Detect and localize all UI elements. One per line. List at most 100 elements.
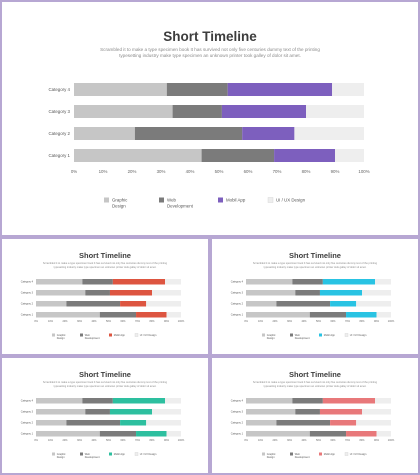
x-tick-label: 10% (48, 439, 54, 442)
legend-label: UI / UX Design (140, 334, 157, 337)
legend-swatch (134, 452, 139, 456)
slide-title: Short Timeline (289, 370, 341, 379)
category-label: Category 3 (21, 292, 34, 295)
bar-segment (109, 409, 152, 415)
x-tick-label: 20% (272, 439, 278, 442)
bar-segment (309, 312, 347, 318)
bar-segment (322, 279, 376, 285)
x-tick-label: 100% (358, 169, 369, 174)
legend-label: Graphic Design (57, 453, 67, 459)
bar-segment (274, 149, 335, 162)
bar-segment (74, 149, 202, 162)
category-label: Category 1 (21, 314, 34, 317)
bar-segment (276, 420, 331, 426)
bar-segment (166, 83, 228, 96)
bar-segment (36, 312, 100, 318)
bar-segment (295, 290, 320, 296)
x-tick-label: 0% (34, 439, 38, 442)
x-tick-label: 100% (388, 320, 395, 323)
legend-swatch (319, 452, 322, 456)
category-label: Category 3 (231, 292, 244, 295)
slide-title: Short Timeline (163, 29, 257, 44)
bar-segment (330, 420, 357, 426)
bar-segment (66, 420, 121, 426)
bar-segment (362, 290, 391, 296)
category-label: Category 4 (231, 400, 244, 403)
legend-label: Web Development (295, 334, 310, 340)
x-tick-label: 10% (48, 320, 54, 323)
x-tick-label: 100% (178, 320, 185, 323)
bar-segment (136, 312, 167, 318)
bar-segment (309, 431, 347, 437)
legend-swatch (134, 333, 139, 337)
x-tick-label: 10% (99, 169, 108, 174)
slide-subtitle: Scrambled it to make a type specimen boo… (42, 262, 168, 269)
slide-main: Short Timeline Scrambled it to make a ty… (2, 2, 418, 235)
bar-segment (36, 279, 83, 285)
category-label: Category 3 (49, 109, 71, 114)
legend-label: UI / UX Design (350, 453, 367, 456)
bar-segment (99, 431, 137, 437)
bar-segment (152, 409, 181, 415)
bar-segment (295, 409, 320, 415)
x-tick-label: 40% (301, 439, 307, 442)
legend-swatch (80, 452, 83, 456)
bar-segment (112, 279, 166, 285)
legend-label: Graphic Design (112, 198, 128, 209)
bar-segment (120, 420, 147, 426)
x-tick-label: 60% (330, 439, 336, 442)
x-tick-label: 40% (91, 439, 97, 442)
x-tick-label: 70% (345, 320, 351, 323)
legend-swatch (159, 197, 164, 203)
x-tick-label: 20% (272, 320, 278, 323)
bar-segment (36, 431, 100, 437)
category-label: Category 4 (21, 400, 34, 403)
x-tick-label: 90% (331, 169, 340, 174)
bar-segment (36, 398, 83, 404)
bar-segment (292, 398, 323, 404)
legend-label: Graphic Design (267, 334, 277, 340)
x-tick-label: 0% (244, 320, 248, 323)
legend-swatch (109, 452, 112, 456)
category-label: Category 4 (231, 281, 244, 284)
x-tick-label: 50% (106, 439, 112, 442)
bar-segment (306, 105, 364, 118)
legend-label: Web Development (85, 334, 100, 340)
slide-subtitle: Scrambled it to make a type specimen boo… (252, 381, 378, 388)
x-tick-label: 50% (316, 320, 322, 323)
bar-segment (146, 301, 181, 307)
bar-segment (166, 312, 181, 318)
stacked-bar-chart: Category 4 Category 3 Category 2 Category 1… (231, 398, 395, 459)
x-tick-label: 20% (62, 320, 68, 323)
x-tick-label: 40% (301, 320, 307, 323)
x-tick-label: 40% (91, 320, 97, 323)
legend-swatch (319, 333, 322, 337)
legend-label: Web Development (85, 453, 100, 459)
bar-segment (74, 127, 135, 140)
x-tick-label: 30% (287, 439, 293, 442)
legend-swatch (267, 197, 274, 203)
x-tick-label: 30% (77, 439, 83, 442)
bar-segment (36, 409, 86, 415)
category-label: Category 4 (49, 87, 71, 92)
category-label: Category 1 (231, 314, 244, 317)
bar-segment (346, 312, 377, 318)
x-tick-label: 100% (388, 439, 395, 442)
legend-swatch (80, 333, 83, 337)
slide-cyan: Short Timeline Scrambled it to make a ty… (212, 239, 418, 354)
bar-segment (246, 398, 293, 404)
category-label: Category 2 (21, 422, 34, 425)
bar-segment (36, 290, 86, 296)
bar-segment (74, 83, 167, 96)
legend-label: UI / UX Design (276, 198, 306, 203)
legend-label: Graphic Design (57, 334, 67, 340)
x-tick-label: 90% (374, 439, 380, 442)
bar-segment (201, 149, 275, 162)
legend-swatch (109, 333, 112, 337)
bar-segment (294, 127, 364, 140)
x-tick-label: 0% (71, 169, 77, 174)
legend-swatch (344, 333, 349, 337)
bar-segment (82, 279, 113, 285)
legend-label: Mobil App (114, 334, 126, 337)
x-tick-label: 10% (258, 320, 264, 323)
